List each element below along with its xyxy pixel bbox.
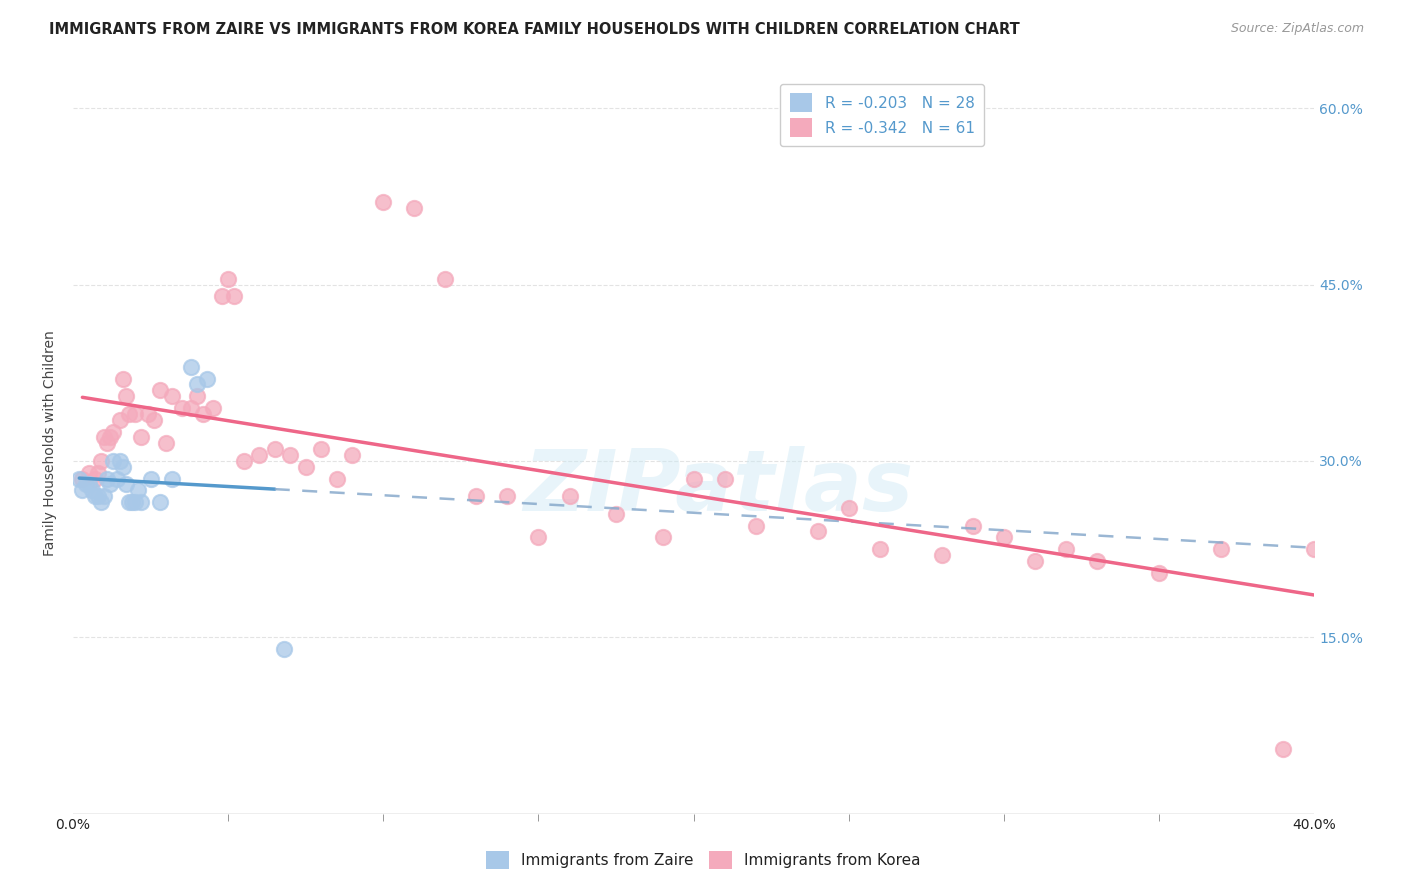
- Point: [342, 448, 364, 462]
- Point: [114, 389, 136, 403]
- Point: [149, 495, 172, 509]
- Point: [75, 477, 97, 491]
- Point: [108, 413, 131, 427]
- Legend: Immigrants from Zaire, Immigrants from Korea: Immigrants from Zaire, Immigrants from K…: [479, 845, 927, 875]
- Point: [111, 371, 134, 385]
- Point: [98, 477, 121, 491]
- Point: [201, 401, 224, 415]
- Point: [180, 401, 202, 415]
- Point: [713, 471, 735, 485]
- Point: [93, 489, 115, 503]
- Point: [118, 495, 141, 509]
- Point: [744, 518, 766, 533]
- Point: [1209, 542, 1232, 557]
- Point: [1147, 566, 1170, 580]
- Point: [98, 430, 121, 444]
- Point: [105, 471, 128, 485]
- Point: [1054, 542, 1077, 557]
- Point: [217, 271, 239, 285]
- Point: [527, 530, 550, 544]
- Point: [224, 289, 246, 303]
- Point: [434, 271, 457, 285]
- Text: Source: ZipAtlas.com: Source: ZipAtlas.com: [1230, 22, 1364, 36]
- Point: [807, 524, 830, 539]
- Point: [651, 530, 673, 544]
- Point: [1085, 554, 1108, 568]
- Point: [195, 371, 218, 385]
- Point: [67, 471, 90, 485]
- Point: [605, 507, 627, 521]
- Point: [558, 489, 581, 503]
- Point: [273, 642, 295, 657]
- Point: [96, 471, 118, 485]
- Point: [180, 359, 202, 374]
- Point: [83, 471, 105, 485]
- Point: [170, 401, 193, 415]
- Text: ZIPatlas: ZIPatlas: [523, 446, 914, 529]
- Point: [162, 471, 184, 485]
- Point: [118, 407, 141, 421]
- Point: [77, 477, 100, 491]
- Point: [139, 471, 162, 485]
- Point: [87, 489, 110, 503]
- Point: [83, 489, 105, 503]
- Point: [373, 195, 395, 210]
- Point: [90, 495, 112, 509]
- Point: [294, 459, 316, 474]
- Point: [72, 483, 94, 498]
- Point: [465, 489, 488, 503]
- Point: [103, 425, 125, 439]
- Point: [311, 442, 333, 457]
- Point: [111, 459, 134, 474]
- Point: [142, 413, 165, 427]
- Point: [124, 495, 146, 509]
- Point: [77, 466, 100, 480]
- Point: [193, 407, 215, 421]
- Point: [1303, 542, 1326, 557]
- Point: [162, 389, 184, 403]
- Point: [962, 518, 984, 533]
- Point: [931, 548, 953, 562]
- Point: [869, 542, 891, 557]
- Point: [80, 483, 103, 498]
- Point: [121, 495, 143, 509]
- Point: [682, 471, 704, 485]
- Point: [211, 289, 233, 303]
- Point: [263, 442, 285, 457]
- Point: [149, 384, 172, 398]
- Point: [278, 448, 301, 462]
- Y-axis label: Family Households with Children: Family Households with Children: [44, 330, 58, 556]
- Point: [404, 201, 426, 215]
- Point: [1272, 742, 1295, 756]
- Point: [155, 436, 177, 450]
- Point: [87, 466, 110, 480]
- Point: [114, 477, 136, 491]
- Point: [131, 495, 153, 509]
- Point: [993, 530, 1015, 544]
- Point: [326, 471, 349, 485]
- Point: [131, 430, 153, 444]
- Point: [127, 483, 149, 498]
- Point: [186, 389, 208, 403]
- Point: [108, 454, 131, 468]
- Text: IMMIGRANTS FROM ZAIRE VS IMMIGRANTS FROM KOREA FAMILY HOUSEHOLDS WITH CHILDREN C: IMMIGRANTS FROM ZAIRE VS IMMIGRANTS FROM…: [49, 22, 1019, 37]
- Point: [232, 454, 254, 468]
- Point: [96, 436, 118, 450]
- Point: [72, 471, 94, 485]
- Point: [136, 407, 159, 421]
- Point: [103, 454, 125, 468]
- Point: [247, 448, 270, 462]
- Legend: R = -0.203   N = 28, R = -0.342   N = 61: R = -0.203 N = 28, R = -0.342 N = 61: [780, 85, 984, 146]
- Point: [124, 407, 146, 421]
- Point: [496, 489, 519, 503]
- Point: [90, 454, 112, 468]
- Point: [1024, 554, 1046, 568]
- Point: [93, 430, 115, 444]
- Point: [186, 377, 208, 392]
- Point: [838, 500, 860, 515]
